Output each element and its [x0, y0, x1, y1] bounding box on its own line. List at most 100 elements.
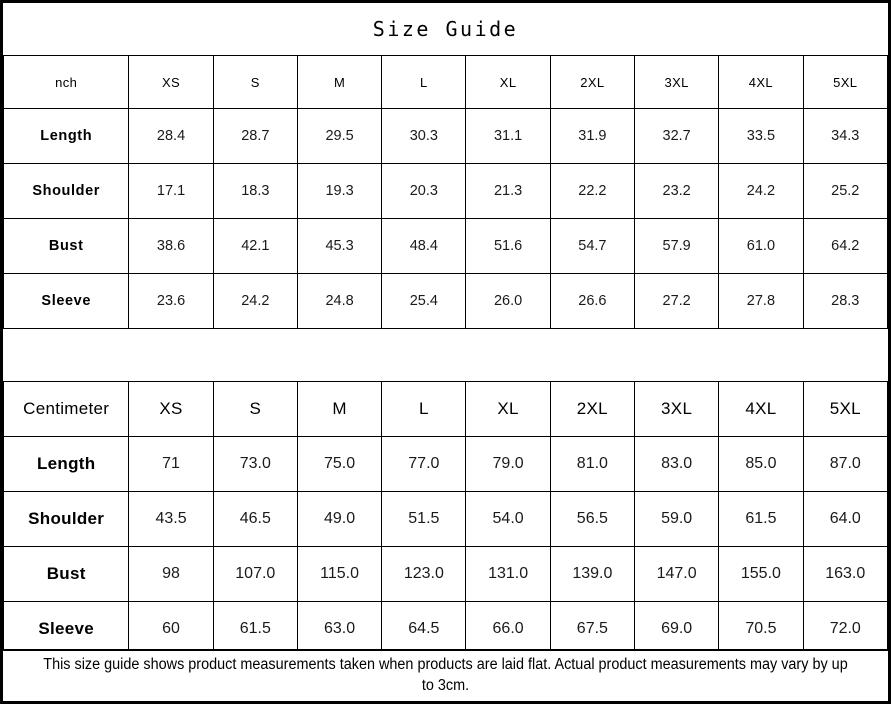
cm-header-row: Centimeter XS S M L XL 2XL 3XL 4XL 5XL	[2, 381, 889, 437]
cm-table-cell: 49.0	[296, 491, 383, 547]
inch-table-cell: 31.9	[549, 108, 636, 164]
cm-table-row-label: Length	[2, 436, 130, 492]
inch-table-cell: 32.7	[633, 108, 720, 164]
inch-table-row-label: Bust	[2, 218, 130, 274]
inch-table-cell: 25.4	[381, 273, 467, 329]
size-guide-table: Size Guide nch XS S M L XL 2XL 3XL 4XL 5XL Lengt…	[2, 3, 889, 657]
inch-table-size-header: XS	[128, 55, 214, 109]
cm-table-cell: 59.0	[633, 491, 720, 547]
cm-table-cell: 139.0	[549, 546, 636, 602]
inch-table-cell: 61.0	[718, 218, 804, 274]
size-guide-table-body: Size Guide nch XS S M L XL 2XL 3XL 4XL 5XL Lengt…	[2, 3, 889, 657]
cm-table-cell: 107.0	[212, 546, 298, 602]
inch-table-cell: 31.1	[465, 108, 551, 164]
inch-table-cell: 29.5	[296, 108, 383, 164]
title-cell: Size Guide	[3, 3, 888, 56]
cm-table-cell: 73.0	[212, 436, 298, 492]
inch-header-row: nch XS S M L XL 2XL 3XL 4XL 5XL	[2, 55, 889, 109]
cm-table-size-header: 5XL	[802, 381, 889, 437]
inch-table-cell: 28.4	[128, 108, 214, 164]
inch-table-cell: 19.3	[296, 163, 383, 219]
inch-table-cell: 33.5	[718, 108, 804, 164]
cm-table-cell: 72.0	[802, 601, 889, 657]
inch-table-cell: 28.3	[802, 273, 889, 329]
inch-table-cell: 24.2	[212, 273, 298, 329]
cm-table-cell: 56.5	[549, 491, 636, 547]
cm-table-cell: 123.0	[381, 546, 467, 602]
cm-table-cell: 71	[128, 436, 214, 492]
inch-table-size-header: M	[296, 55, 383, 109]
cm-table-cell: 61.5	[718, 491, 804, 547]
cm-table-row-label: Shoulder	[2, 491, 130, 547]
inch-table-cell: 24.2	[718, 163, 804, 219]
inch-table-cell: 45.3	[296, 218, 383, 274]
inch-table-row: Sleeve 23.6 24.2 24.8 25.4 26.0 26.6 27.2 27.8 28…	[2, 273, 889, 329]
cm-table-cell: 51.5	[381, 491, 467, 547]
inch-table-cell: 48.4	[381, 218, 467, 274]
cm-table-size-header: XL	[465, 381, 551, 437]
inch-table-cell: 21.3	[465, 163, 551, 219]
cm-table-row-label: Bust	[2, 546, 130, 602]
cm-table-cell: 131.0	[465, 546, 551, 602]
inch-table-cell: 18.3	[212, 163, 298, 219]
cm-table-cell: 64.5	[381, 601, 467, 657]
page-title: Size Guide	[372, 17, 519, 41]
cm-table-cell: 79.0	[465, 436, 551, 492]
cm-table-cell: 98	[128, 546, 214, 602]
inch-table-cell: 38.6	[128, 218, 214, 274]
inch-table-cell: 42.1	[212, 218, 298, 274]
table-spacer-cell	[3, 328, 888, 382]
inch-table-cell: 30.3	[381, 108, 467, 164]
cm-table-row: Sleeve 60 61.5 63.0 64.5 66.0 67.5 69.0 70.5 72.0	[2, 601, 889, 657]
inch-unit-label: nch	[2, 55, 130, 109]
inch-table-cell: 57.9	[633, 218, 720, 274]
inch-table-cell: 51.6	[465, 218, 551, 274]
cm-table-cell: 64.0	[802, 491, 889, 547]
cm-table-size-header: S	[212, 381, 298, 437]
inch-table-size-header: 2XL	[549, 55, 636, 109]
inch-table-cell: 26.0	[465, 273, 551, 329]
inch-table-cell: 26.6	[549, 273, 636, 329]
cm-table-cell: 46.5	[212, 491, 298, 547]
cm-table-size-header: XS	[128, 381, 214, 437]
cm-table-cell: 163.0	[802, 546, 889, 602]
inch-table-size-header: 5XL	[802, 55, 889, 109]
footer-disclaimer: This size guide shows product measuremen…	[3, 649, 888, 701]
cm-table-cell: 67.5	[549, 601, 636, 657]
title-row: Size Guide	[3, 3, 888, 56]
inch-table-cell: 22.2	[549, 163, 636, 219]
cm-table-size-header: L	[381, 381, 467, 437]
inch-table-cell: 20.3	[381, 163, 467, 219]
table-spacer-row	[3, 328, 888, 382]
inch-table-size-header: 4XL	[718, 55, 804, 109]
inch-table-cell: 23.2	[633, 163, 720, 219]
cm-table-cell: 69.0	[633, 601, 720, 657]
cm-table-row: Length 71 73.0 75.0 77.0 79.0 81.0 83.0 85.0 87.0	[2, 436, 889, 492]
cm-table-cell: 54.0	[465, 491, 551, 547]
inch-table-size-header: XL	[465, 55, 551, 109]
inch-table-cell: 54.7	[549, 218, 636, 274]
inch-table-cell: 27.8	[718, 273, 804, 329]
cm-table-size-header: 3XL	[633, 381, 720, 437]
inch-table-cell: 25.2	[802, 163, 889, 219]
cm-table-cell: 147.0	[633, 546, 720, 602]
cm-table-cell: 83.0	[633, 436, 720, 492]
cm-table-cell: 77.0	[381, 436, 467, 492]
inch-table-cell: 28.7	[212, 108, 298, 164]
inch-table-row: Length 28.4 28.7 29.5 30.3 31.1 31.9 32.7 33.5 34…	[2, 108, 889, 164]
inch-table-cell: 17.1	[128, 163, 214, 219]
cm-table-cell: 75.0	[296, 436, 383, 492]
cm-table-row-label: Sleeve	[2, 601, 130, 657]
footer-disclaimer-text: This size guide shows product measuremen…	[43, 656, 848, 694]
cm-table-size-header: 2XL	[549, 381, 636, 437]
inch-table-cell: 24.8	[296, 273, 383, 329]
cm-table-cell: 115.0	[296, 546, 383, 602]
inch-table-size-header: 3XL	[633, 55, 720, 109]
inch-table-row: Bust 38.6 42.1 45.3 48.4 51.6 54.7 57.9 61.0 64.2	[2, 218, 889, 274]
inch-table-row-label: Length	[2, 108, 130, 164]
cm-table-cell: 81.0	[549, 436, 636, 492]
inch-table-cell: 64.2	[802, 218, 889, 274]
cm-table-row: Shoulder 43.5 46.5 49.0 51.5 54.0 56.5 59.0 61.5…	[2, 491, 889, 547]
cm-table-cell: 66.0	[465, 601, 551, 657]
